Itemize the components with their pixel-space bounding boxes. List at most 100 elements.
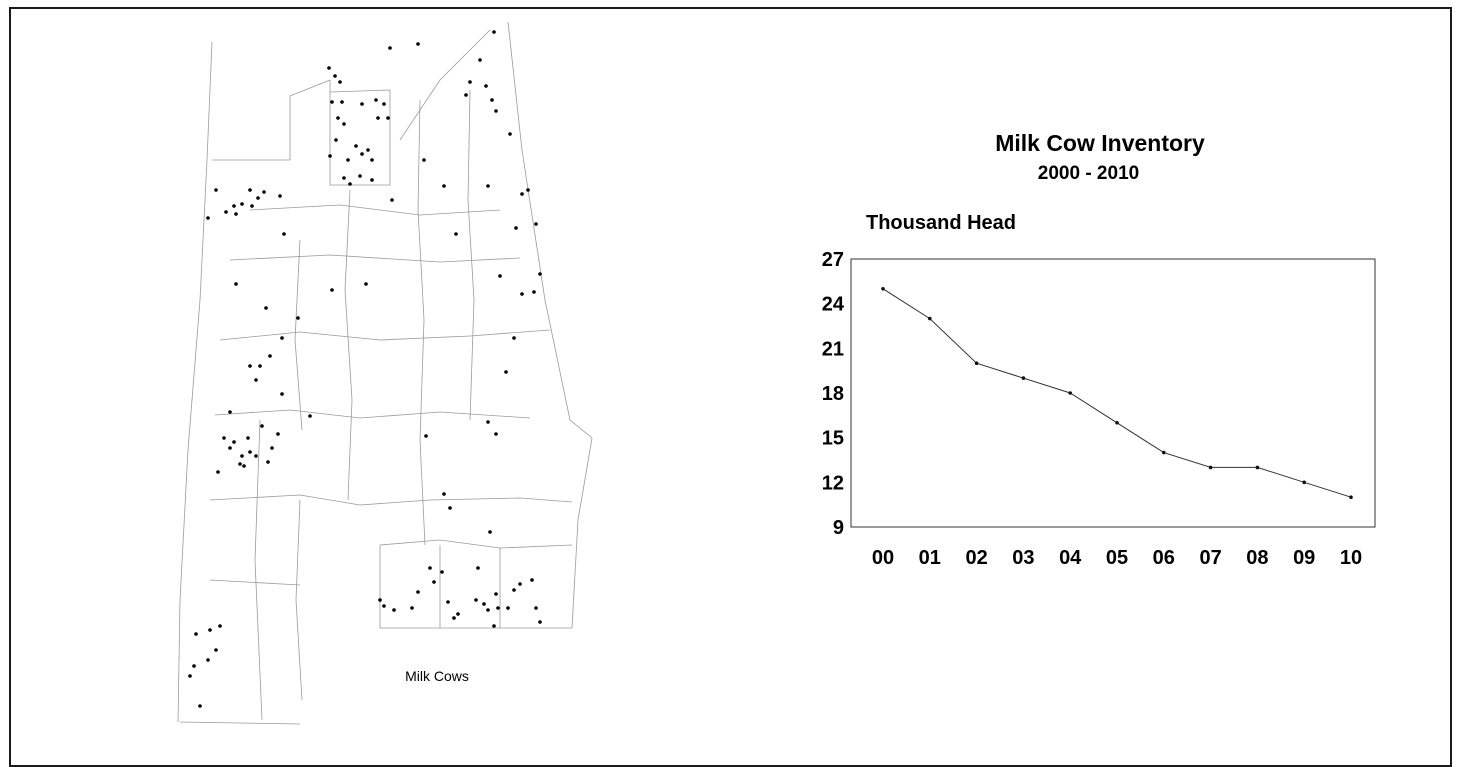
data-point bbox=[1162, 450, 1166, 455]
cow-dot bbox=[526, 188, 530, 192]
cow-dot bbox=[486, 608, 490, 612]
cow-dot bbox=[448, 506, 452, 510]
county-line bbox=[179, 721, 301, 725]
cow-dot bbox=[416, 590, 420, 594]
x-tick-label: 07 bbox=[1199, 547, 1221, 569]
cow-dot bbox=[366, 148, 370, 152]
cow-dot bbox=[456, 612, 460, 616]
x-tick-label: 08 bbox=[1246, 547, 1268, 569]
cow-dot bbox=[442, 492, 446, 496]
county-line bbox=[295, 499, 303, 701]
cow-dot bbox=[388, 46, 392, 50]
cow-dot bbox=[532, 290, 536, 294]
county-line bbox=[209, 579, 301, 586]
cow-dot bbox=[358, 174, 362, 178]
cow-dot bbox=[238, 462, 242, 466]
x-tick-label: 02 bbox=[965, 547, 987, 569]
chart-title: Milk Cow Inventory bbox=[995, 130, 1205, 156]
cow-dot bbox=[224, 210, 228, 214]
cow-dot bbox=[246, 436, 250, 440]
cow-dot bbox=[240, 454, 244, 458]
county-line bbox=[399, 29, 491, 141]
y-tick-label: 27 bbox=[822, 249, 844, 271]
cow-dot bbox=[222, 436, 226, 440]
series-line bbox=[882, 288, 1352, 498]
cow-dot bbox=[534, 222, 538, 226]
cow-dot bbox=[428, 566, 432, 570]
data-point bbox=[1068, 391, 1072, 395]
cow-dot bbox=[208, 628, 212, 632]
cow-dot bbox=[474, 598, 478, 602]
cow-dot bbox=[280, 392, 284, 396]
cow-dot bbox=[206, 658, 210, 662]
cow-dot bbox=[520, 192, 524, 196]
cow-dot bbox=[338, 80, 342, 84]
cow-dot bbox=[468, 80, 472, 84]
data-point bbox=[881, 286, 885, 291]
cow-dot bbox=[360, 102, 364, 106]
cow-dot bbox=[214, 188, 218, 192]
y-tick-label: 21 bbox=[822, 338, 844, 360]
x-tick-label: 00 bbox=[872, 547, 894, 569]
county-line bbox=[467, 89, 475, 421]
plot-area bbox=[850, 258, 1376, 528]
cow-dot bbox=[530, 578, 534, 582]
cow-dot bbox=[482, 602, 486, 606]
cow-dot bbox=[378, 598, 382, 602]
cow-dot bbox=[370, 158, 374, 162]
cow-dot bbox=[486, 184, 490, 188]
cow-dot bbox=[234, 212, 238, 216]
cow-dot bbox=[464, 93, 468, 97]
cow-dot bbox=[262, 190, 266, 194]
cow-dot bbox=[422, 158, 426, 162]
cow-dot bbox=[492, 30, 496, 34]
y-axis: 9 12 15 18 21 24 27 bbox=[822, 249, 845, 539]
county-line bbox=[212, 79, 331, 161]
cow-dot bbox=[260, 424, 264, 428]
cow-dot bbox=[374, 98, 378, 102]
cow-dot bbox=[308, 414, 312, 418]
cow-dot bbox=[278, 194, 282, 198]
cow-dot bbox=[476, 566, 480, 570]
cow-dot bbox=[496, 606, 500, 610]
cow-dot bbox=[392, 608, 396, 612]
cow-dot bbox=[198, 704, 202, 708]
cow-dot bbox=[214, 648, 218, 652]
cow-dot bbox=[254, 454, 258, 458]
cow-dot bbox=[268, 354, 272, 358]
cow-dot bbox=[486, 420, 490, 424]
data-point bbox=[928, 316, 932, 321]
county-line bbox=[219, 329, 551, 341]
cow-dot bbox=[258, 364, 262, 368]
x-tick-label: 01 bbox=[919, 547, 941, 569]
cow-dot bbox=[342, 176, 346, 180]
cow-dot bbox=[333, 74, 337, 78]
cow-dot bbox=[488, 530, 492, 534]
cow-dot bbox=[442, 184, 446, 188]
x-tick-label: 04 bbox=[1059, 547, 1082, 569]
y-tick-label: 15 bbox=[822, 428, 844, 450]
cow-dot bbox=[490, 98, 494, 102]
county-line bbox=[209, 494, 573, 506]
cow-dot bbox=[250, 204, 254, 208]
cow-dot bbox=[360, 152, 364, 156]
cow-dot bbox=[340, 100, 344, 104]
county-map bbox=[177, 21, 593, 725]
cow-dot bbox=[512, 588, 516, 592]
y-tick-label: 24 bbox=[822, 294, 845, 316]
data-point bbox=[1302, 480, 1306, 485]
y-axis-label: Thousand Head bbox=[866, 212, 1017, 234]
county-line bbox=[329, 80, 391, 186]
data-point bbox=[974, 361, 979, 366]
cow-dot bbox=[346, 158, 350, 162]
cow-dot bbox=[492, 624, 496, 628]
y-tick-label: 12 bbox=[822, 472, 844, 494]
cow-dot bbox=[386, 116, 390, 120]
cow-dot bbox=[506, 606, 510, 610]
county-line bbox=[379, 545, 501, 628]
cow-dot bbox=[206, 216, 210, 220]
cow-dot bbox=[432, 580, 436, 584]
cow-dot bbox=[276, 432, 280, 436]
data-point bbox=[1255, 465, 1260, 470]
